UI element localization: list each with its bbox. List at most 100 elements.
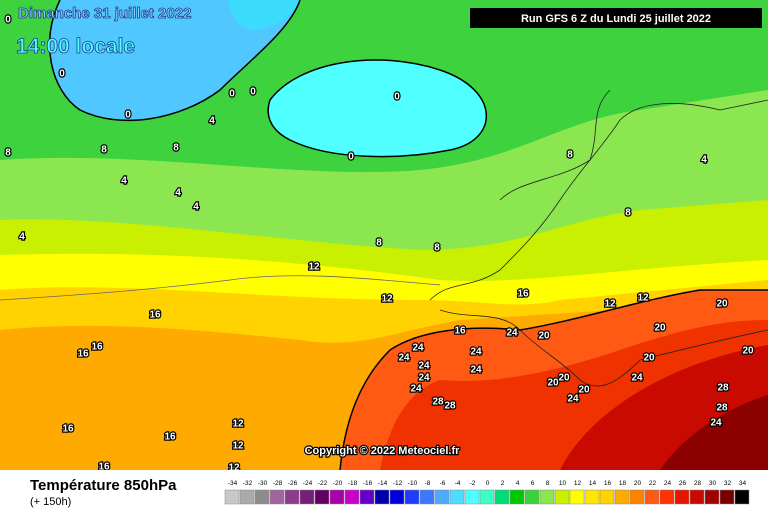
legend-swatch [569, 489, 585, 505]
coastline [429, 99, 768, 301]
legend-swatch [314, 489, 330, 505]
contour-label: 8 [434, 243, 440, 254]
legend-swatch [704, 489, 720, 505]
contour-line [48, 0, 301, 122]
legend-tick-label: -16 [363, 480, 373, 487]
legend-swatch [254, 489, 270, 505]
legend-swatch [494, 489, 510, 505]
legend-tick-label: 8 [546, 480, 550, 487]
legend-tick-label: 18 [619, 480, 627, 487]
legend-tick-label: -14 [378, 480, 388, 487]
legend-swatch [359, 489, 375, 505]
contour-label: 16 [77, 349, 89, 360]
contour-label: 0 [229, 89, 235, 100]
legend-swatch [299, 489, 315, 505]
legend-swatch [479, 489, 495, 505]
contour-label: 16 [517, 289, 529, 300]
field-light-blue [49, 0, 300, 121]
legend-swatch [419, 489, 435, 505]
contour-label: 8 [625, 208, 631, 219]
legend-tick-label: 12 [574, 480, 582, 487]
contour-label: 24 [398, 353, 410, 364]
legend-tick-label: -6 [440, 480, 446, 487]
legend-tick-label: -8 [425, 480, 431, 487]
contour-label: 20 [654, 323, 666, 334]
contour-label: 16 [149, 310, 161, 321]
copyright: Copyright © 2022 Meteociel.fr [305, 445, 461, 457]
contour-label: 0 [348, 152, 354, 163]
contour-label: 12 [381, 294, 393, 305]
legend-tick-label: 4 [516, 480, 520, 487]
legend-tick-label: -2 [470, 480, 476, 487]
legend-swatch [719, 489, 735, 505]
contour-label: 12 [604, 299, 616, 310]
contour-label: 20 [547, 378, 559, 389]
contour-label: 4 [193, 202, 199, 213]
contour-label: 0 [250, 87, 256, 98]
contour-label: 4 [19, 232, 25, 243]
legend-swatch [689, 489, 705, 505]
legend-tick-label: 14 [589, 480, 597, 487]
legend-tick-label: 34 [739, 480, 747, 487]
field-blue-top [229, 0, 300, 30]
legend-swatch [629, 489, 645, 505]
legend-tick-label: -30 [258, 480, 268, 487]
legend-swatch [434, 489, 450, 505]
contour-label: 20 [742, 346, 754, 357]
contour-label: 16 [164, 432, 176, 443]
contour-label: 28 [716, 403, 728, 414]
legend-swatch [524, 489, 540, 505]
legend-swatch [674, 489, 690, 505]
legend-swatch [614, 489, 630, 505]
contour-label: 24 [506, 328, 518, 339]
legend-tick-label: 2 [501, 480, 505, 487]
contour-label: 4 [701, 155, 707, 166]
contour-label: 20 [643, 353, 655, 364]
legend-swatch [599, 489, 615, 505]
coastline [439, 309, 768, 387]
contour-label: 0 [394, 92, 400, 103]
legend-swatch [449, 489, 465, 505]
legend-tick-label: 0 [486, 480, 490, 487]
legend-swatch [374, 489, 390, 505]
legend-tick-label: 16 [604, 480, 612, 487]
contour-label: 0 [5, 15, 11, 26]
contour-label: 20 [538, 331, 550, 342]
contour-label: 24 [470, 365, 482, 376]
legend-swatch [404, 489, 420, 505]
contour-label: 20 [558, 373, 570, 384]
contour-label: 0 [125, 110, 131, 121]
contour-label: 28 [432, 397, 444, 408]
contour-label: 24 [410, 384, 422, 395]
contour-label: 16 [454, 326, 466, 337]
legend-swatch [509, 489, 525, 505]
coastline [499, 89, 611, 201]
legend-tick-label: -28 [273, 480, 283, 487]
time-label: 14:00 locale [16, 35, 135, 58]
contour-label: 4 [121, 176, 127, 187]
legend-tick-label: 24 [664, 480, 672, 487]
legend-tick-label: -18 [348, 480, 358, 487]
contour-label: 8 [376, 238, 382, 249]
contour-label: 20 [716, 299, 728, 310]
contour-line [339, 289, 768, 471]
legend-tick-label: 10 [559, 480, 567, 487]
legend-tick-label: -32 [243, 480, 253, 487]
contour-line [267, 59, 488, 158]
legend-swatch [644, 489, 660, 505]
contour-label: 20 [578, 385, 590, 396]
contour-label: 8 [173, 143, 179, 154]
contour-label: 24 [418, 373, 430, 384]
contour-label: 24 [710, 418, 722, 429]
date-label: Dimanche 31 juillet 2022 [18, 5, 191, 22]
legend-swatch [269, 489, 285, 505]
contour-label: 4 [209, 116, 215, 127]
contour-label: 12 [232, 441, 244, 452]
contour-label: 24 [470, 347, 482, 358]
legend-tick-label: 6 [531, 480, 535, 487]
legend-swatch [584, 489, 600, 505]
legend-swatch [554, 489, 570, 505]
legend-tick-label: -4 [455, 480, 461, 487]
